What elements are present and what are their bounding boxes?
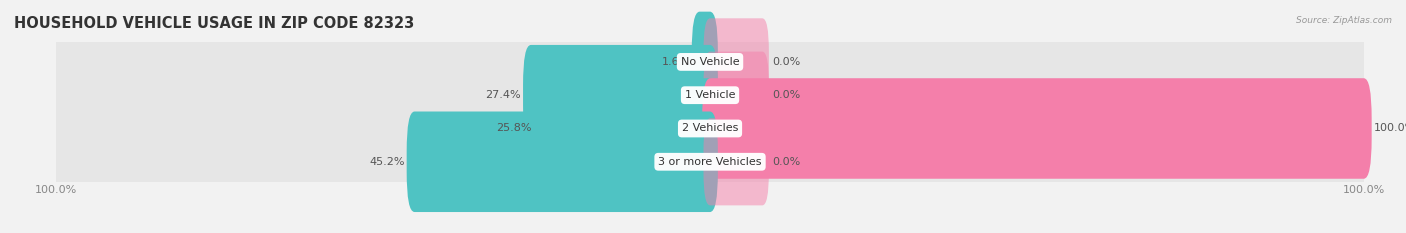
FancyBboxPatch shape [49,33,1371,158]
Text: HOUSEHOLD VEHICLE USAGE IN ZIP CODE 82323: HOUSEHOLD VEHICLE USAGE IN ZIP CODE 8232… [14,16,415,31]
Text: 1.6%: 1.6% [661,57,690,67]
Text: Source: ZipAtlas.com: Source: ZipAtlas.com [1296,16,1392,25]
Text: 0.0%: 0.0% [772,57,800,67]
Text: 100.0%: 100.0% [1374,123,1406,134]
FancyBboxPatch shape [523,45,718,145]
FancyBboxPatch shape [49,66,1371,191]
Text: 45.2%: 45.2% [370,157,405,167]
FancyBboxPatch shape [703,51,769,139]
FancyBboxPatch shape [406,112,718,212]
Text: 25.8%: 25.8% [496,123,531,134]
Text: 1 Vehicle: 1 Vehicle [685,90,735,100]
FancyBboxPatch shape [533,78,718,179]
FancyBboxPatch shape [49,99,1371,224]
FancyBboxPatch shape [692,12,718,112]
Text: 0.0%: 0.0% [772,157,800,167]
Text: 0.0%: 0.0% [772,90,800,100]
Text: No Vehicle: No Vehicle [681,57,740,67]
FancyBboxPatch shape [703,18,769,106]
Text: 3 or more Vehicles: 3 or more Vehicles [658,157,762,167]
FancyBboxPatch shape [49,0,1371,124]
FancyBboxPatch shape [703,118,769,205]
Text: 27.4%: 27.4% [485,90,522,100]
FancyBboxPatch shape [702,78,1372,179]
Text: 2 Vehicles: 2 Vehicles [682,123,738,134]
